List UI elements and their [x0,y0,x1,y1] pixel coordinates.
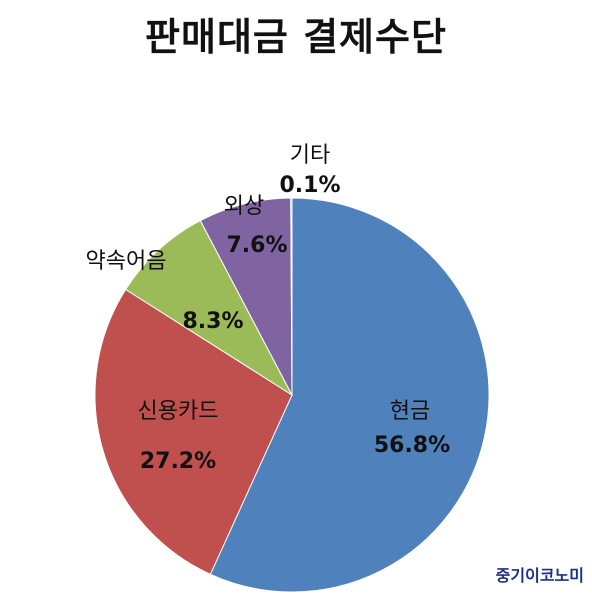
pie-labels: 현금 56.8% 신용카드 27.2% 약속어음 8.3% 외상 7.6% 기타 0.1% [86,143,451,474]
chart-title: 판매대금 결제수단 [145,15,447,59]
pie-slice-1 [94,288,293,575]
source-watermark: 중기이코노미 [495,566,584,585]
pie-slice-2 [124,219,294,397]
slice-value-label: 27.2% [140,449,216,474]
slice-name-label: 약속어음 [86,249,167,274]
pie-slices [94,197,490,593]
slice-value-label: 8.3% [182,309,243,334]
pie-slice-0 [209,197,490,593]
slice-value-label: 7.6% [226,233,287,258]
slice-value-label: 56.8% [374,433,450,458]
slice-name-label: 외상 [224,194,264,219]
slice-value-label: 0.1% [279,173,340,198]
slice-name-label: 기타 [290,143,330,168]
pie-slice-3 [199,197,293,396]
pie-slice-4 [290,197,293,396]
slice-name-label: 신용카드 [138,399,219,424]
slice-name-label: 현금 [390,399,430,424]
